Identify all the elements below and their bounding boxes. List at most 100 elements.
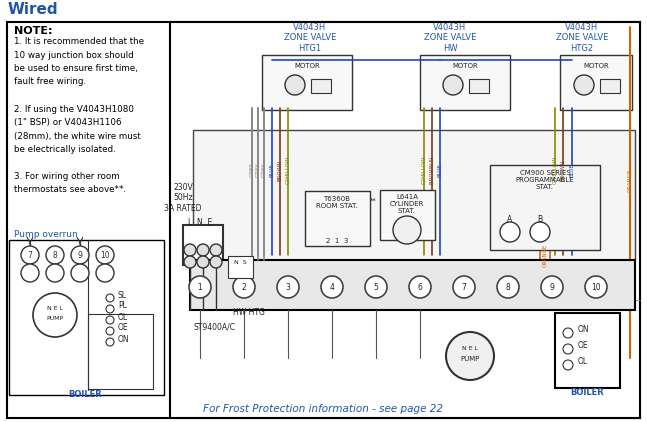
Circle shape (530, 222, 550, 242)
Bar (9, 240, 164, 395)
Text: 3. For wiring other room: 3. For wiring other room (14, 172, 120, 181)
Circle shape (277, 276, 299, 298)
Text: 7: 7 (461, 282, 466, 292)
Text: MOTOR: MOTOR (583, 63, 609, 69)
Circle shape (497, 276, 519, 298)
Text: BROWN: BROWN (278, 160, 283, 181)
Text: 7: 7 (28, 251, 32, 260)
Text: 4: 4 (329, 282, 334, 292)
Bar (469, 79, 489, 93)
Text: GREY: GREY (256, 163, 261, 177)
Text: N E L: N E L (47, 306, 63, 311)
Circle shape (21, 264, 39, 282)
Text: (1" BSP) or V4043H1106: (1" BSP) or V4043H1106 (14, 118, 122, 127)
Text: PUMP: PUMP (47, 316, 63, 322)
Text: 8: 8 (52, 251, 58, 260)
Text: 10: 10 (100, 251, 110, 260)
Text: NOTE:: NOTE: (14, 26, 52, 36)
Text: 1: 1 (197, 282, 203, 292)
Circle shape (365, 276, 387, 298)
Circle shape (585, 276, 607, 298)
Bar (560, 55, 632, 110)
Text: MOTOR: MOTOR (452, 63, 478, 69)
Circle shape (197, 256, 209, 268)
Circle shape (106, 316, 114, 324)
Circle shape (33, 293, 77, 337)
Text: BLUE: BLUE (437, 163, 443, 177)
Bar (228, 256, 253, 278)
Text: **: ** (370, 198, 377, 204)
Text: 2: 2 (241, 282, 247, 292)
Bar (600, 79, 620, 93)
Text: PUMP: PUMP (460, 356, 479, 362)
Text: OL: OL (578, 357, 588, 366)
Circle shape (446, 332, 494, 380)
Circle shape (563, 344, 573, 354)
Text: G/YELLOW: G/YELLOW (421, 156, 426, 184)
Bar (170, 22, 640, 418)
Text: ON: ON (118, 335, 129, 344)
Circle shape (443, 75, 463, 95)
Circle shape (96, 246, 114, 264)
Circle shape (184, 256, 196, 268)
Text: 9: 9 (78, 251, 82, 260)
Circle shape (321, 276, 343, 298)
Bar (420, 55, 510, 110)
Circle shape (106, 338, 114, 346)
Bar (380, 190, 435, 240)
Text: 10 way junction box should: 10 way junction box should (14, 51, 134, 60)
Text: 2. If using the V4043H1080: 2. If using the V4043H1080 (14, 105, 134, 114)
Circle shape (21, 246, 39, 264)
Bar (305, 191, 370, 246)
Circle shape (189, 276, 211, 298)
Text: G/YELLOW: G/YELLOW (553, 156, 558, 184)
Text: 1. It is recommended that the: 1. It is recommended that the (14, 37, 144, 46)
Circle shape (285, 75, 305, 95)
Text: N  S: N S (234, 260, 247, 265)
Text: thermostats see above**.: thermostats see above**. (14, 186, 126, 195)
Circle shape (409, 276, 431, 298)
Text: BLUE: BLUE (270, 163, 274, 177)
Text: N E L: N E L (462, 346, 478, 352)
Text: T6360B
ROOM STAT.: T6360B ROOM STAT. (316, 196, 358, 209)
Circle shape (574, 75, 594, 95)
Text: L  N  E: L N E (188, 218, 212, 227)
Text: 5: 5 (373, 282, 378, 292)
Bar (555, 313, 620, 388)
Text: A: A (507, 215, 512, 224)
Circle shape (233, 276, 255, 298)
Text: be electrically isolated.: be electrically isolated. (14, 145, 116, 154)
Text: ON: ON (578, 325, 589, 335)
Bar (262, 55, 352, 110)
Text: GREY: GREY (250, 163, 254, 177)
Text: BOILER: BOILER (570, 388, 604, 397)
Text: (28mm), the white wire must: (28mm), the white wire must (14, 132, 141, 141)
Circle shape (563, 328, 573, 338)
Text: BLUE: BLUE (569, 163, 575, 177)
Circle shape (500, 222, 520, 242)
Text: CM900 SERIES
PROGRAMMABLE
STAT.: CM900 SERIES PROGRAMMABLE STAT. (516, 170, 575, 190)
Circle shape (563, 360, 573, 370)
Text: Wired: Wired (8, 2, 59, 17)
Text: 230V
50Hz
3A RATED: 230V 50Hz 3A RATED (164, 183, 202, 213)
Text: OE: OE (578, 341, 589, 351)
Bar (190, 260, 635, 310)
Text: 6: 6 (417, 282, 422, 292)
Circle shape (210, 256, 222, 268)
Circle shape (453, 276, 475, 298)
Text: ORANGE: ORANGE (628, 168, 633, 192)
Text: BROWN N: BROWN N (430, 157, 435, 184)
Text: OE: OE (118, 324, 129, 333)
Circle shape (106, 294, 114, 302)
Circle shape (210, 244, 222, 256)
Circle shape (393, 216, 421, 244)
Text: 2  1  3: 2 1 3 (326, 238, 348, 244)
Circle shape (46, 264, 64, 282)
Bar (88, 314, 153, 389)
Circle shape (106, 327, 114, 335)
Text: HW HTG: HW HTG (233, 308, 265, 317)
Circle shape (71, 246, 89, 264)
Text: PL: PL (118, 301, 127, 311)
Text: BROWN: BROWN (560, 160, 565, 181)
Text: 3: 3 (285, 282, 291, 292)
